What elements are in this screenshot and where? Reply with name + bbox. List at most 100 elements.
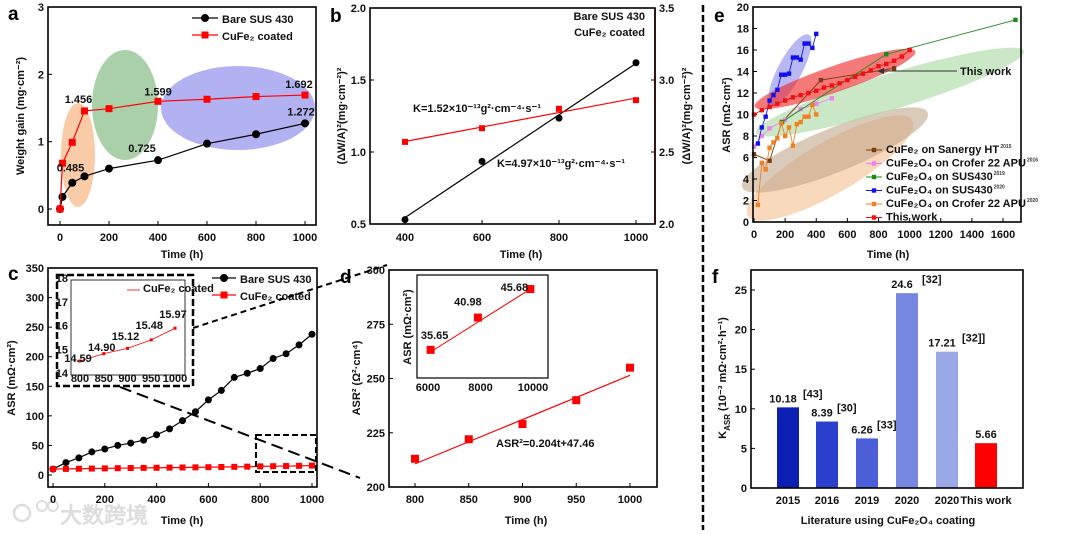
data-point — [62, 459, 70, 467]
inset-y-tick: 16 — [56, 321, 68, 333]
x-tick-label: 0 — [57, 232, 63, 244]
data-point — [632, 59, 640, 67]
legend-ref: 2019 — [994, 171, 1005, 177]
panel-letter-a: a — [8, 4, 19, 25]
zoom-connector — [192, 264, 388, 329]
y-axis-title-part: ASR — [723, 414, 732, 431]
inset-data-label: 15.97 — [159, 309, 187, 321]
data-point — [759, 108, 764, 113]
data-point — [802, 41, 807, 46]
inset-y-tick: 15 — [56, 344, 68, 356]
highlight-ellipse — [741, 107, 929, 193]
data-point — [751, 152, 757, 157]
data-point — [204, 396, 212, 404]
data-point — [127, 439, 135, 447]
y-tick-label: 18 — [737, 24, 749, 36]
x-tick-label: 600 — [838, 229, 856, 241]
data-point — [907, 47, 912, 53]
fit-line — [404, 97, 637, 143]
x-tick-label: 200 — [776, 229, 794, 241]
category-label: 2020 — [895, 495, 919, 507]
data-point — [786, 71, 792, 76]
bar-value-label: 24.6 — [891, 279, 912, 291]
watermark-logo-ring — [12, 503, 32, 523]
x-tick-label: 0 — [50, 494, 56, 506]
data-point — [153, 464, 160, 471]
y-tick-label: 225 — [367, 428, 385, 440]
y-axis-title-part: K — [717, 431, 729, 439]
zoom-connector — [119, 386, 361, 479]
bar-ref-label: [33] — [877, 419, 897, 431]
inset-point — [473, 313, 482, 322]
y-tick-label: 300 — [367, 265, 385, 277]
data-point — [283, 463, 290, 470]
legend-ref: 2020 — [994, 185, 1005, 191]
x-tick-label: 1000 — [293, 232, 317, 244]
x-tick-label: 800 — [251, 494, 269, 506]
data-point — [192, 464, 199, 471]
x-axis-title: Time (h) — [500, 249, 543, 261]
x-tick-label: 600 — [198, 232, 216, 244]
legend-marker — [871, 174, 877, 180]
x-tick-label: 1000 — [897, 229, 921, 241]
inset-point — [149, 338, 153, 342]
data-point — [411, 454, 419, 463]
data-point — [556, 105, 562, 112]
inset-x-tick: 6000 — [416, 382, 440, 394]
data-point — [876, 63, 881, 69]
data-point — [518, 420, 527, 429]
y-tick-label: 275 — [367, 319, 385, 331]
y-tick-label: 15 — [735, 364, 747, 376]
legend-label: Bare SUS 430 — [240, 274, 312, 286]
data-point — [884, 52, 889, 57]
x-tick-label: 1600 — [991, 229, 1015, 241]
highlight-ellipse — [161, 66, 315, 150]
y-tick-label: 2 — [38, 69, 44, 81]
legend-marker — [871, 161, 877, 166]
y-tick-label: 200 — [26, 352, 44, 364]
data-point — [282, 350, 290, 358]
x-axis-title: Time (h) — [867, 249, 910, 261]
x-tick-label: 1000 — [624, 232, 648, 244]
data-point — [782, 133, 788, 139]
y-tick-label: 3.0 — [659, 75, 674, 87]
category-label: 2016 — [815, 495, 839, 507]
data-point — [401, 216, 409, 224]
data-point — [1013, 17, 1018, 23]
bar — [975, 443, 997, 488]
legend-marker — [871, 201, 877, 207]
y-axis-title: ASR² (Ω²·cm⁴) — [351, 340, 363, 415]
y-tick-label: 50 — [32, 440, 44, 452]
data-point — [68, 138, 76, 146]
data-point — [114, 441, 122, 449]
y-axis-title-left: (ΔW/A)²(mg·cm⁻²)² — [336, 67, 348, 164]
data-point — [751, 144, 757, 149]
data-point — [798, 106, 803, 112]
data-point — [779, 120, 784, 126]
data-point — [814, 88, 819, 94]
data-point — [270, 463, 277, 470]
data-point — [296, 462, 303, 469]
data-point — [402, 138, 408, 145]
data-point — [309, 462, 315, 469]
data-point — [755, 202, 761, 207]
x-tick-label: 800 — [550, 232, 568, 244]
y-tick-label: 12 — [737, 88, 749, 100]
data-point — [806, 90, 811, 96]
data-point — [80, 172, 89, 181]
data-point — [56, 205, 64, 213]
panel-e: 0 200 400 600 800 1000 1200 1400 1600 0 2 4 6 8 10 12 14… — [721, 2, 1038, 261]
y-axis-title: KASR (10⁻³ mΩ·cm²·h⁻¹) — [717, 317, 732, 439]
legend-ref: 2016 — [1027, 158, 1038, 164]
y-tick-label: 8 — [743, 131, 749, 143]
watermark-logo-ring — [47, 500, 59, 512]
data-point — [782, 98, 788, 103]
data-point — [88, 448, 96, 456]
plot-frame-b — [369, 7, 656, 225]
bar — [896, 293, 918, 488]
inset-point — [426, 345, 435, 354]
data-point — [633, 97, 639, 104]
data-point — [88, 465, 95, 472]
bar — [856, 438, 878, 488]
